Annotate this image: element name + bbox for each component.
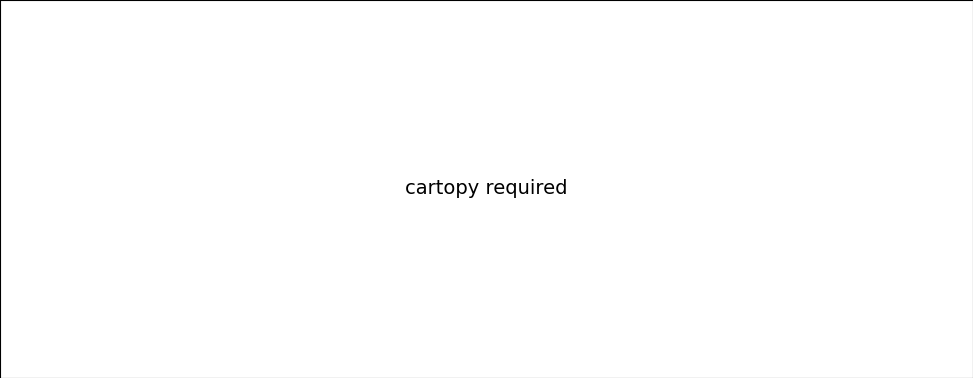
Text: cartopy required: cartopy required xyxy=(405,180,568,198)
